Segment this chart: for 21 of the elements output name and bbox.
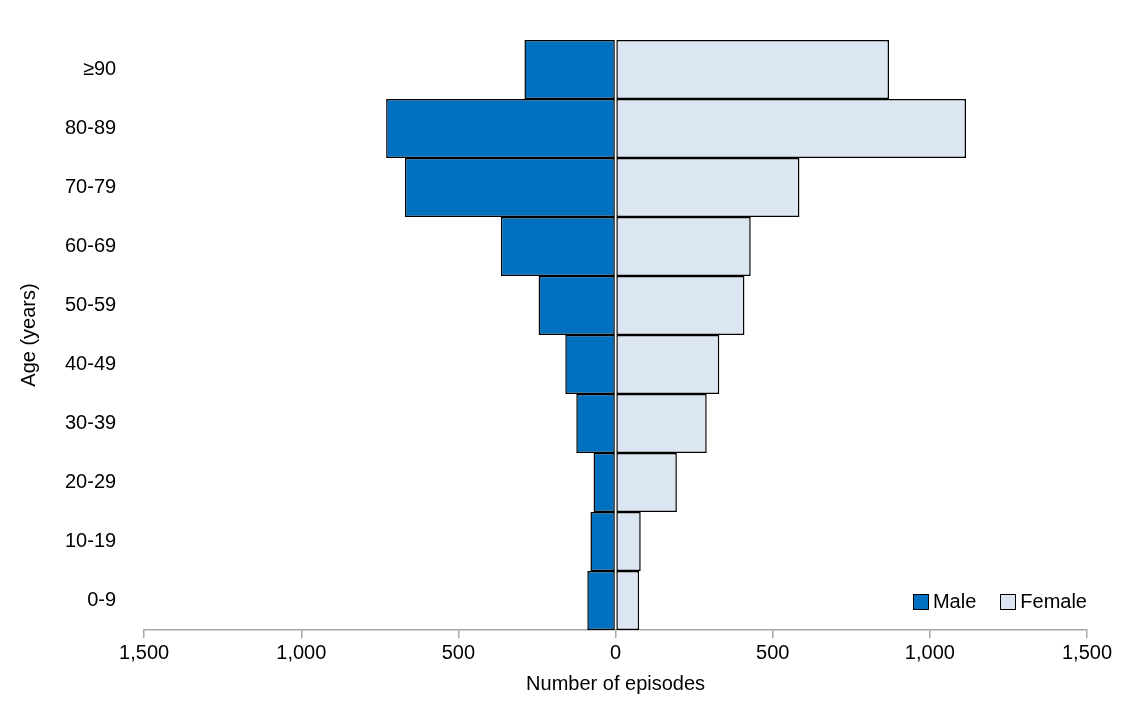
y-tick-label: 60-69	[65, 234, 117, 257]
legend-label: Male	[932, 590, 977, 613]
x-tick-label: 1,000	[276, 640, 327, 663]
y-tick-label: 70-79	[65, 175, 117, 198]
y-axis-title: Age (years)	[16, 283, 39, 387]
legend-label: Female	[1020, 590, 1087, 613]
x-tick-label: 500	[441, 640, 476, 663]
x-axis-title: Number of episodes	[526, 671, 706, 694]
y-tick-label: 40-49	[65, 352, 117, 375]
y-tick-label: 10-19	[65, 529, 117, 552]
y-tick-label: 20-29	[65, 470, 117, 493]
x-tick-label: 1,000	[904, 640, 955, 663]
y-tick-label: 80-89	[65, 116, 117, 139]
y-tick-label: 0-9	[87, 588, 117, 611]
y-tick-label: ≥90	[82, 57, 117, 80]
x-tick-label: 500	[756, 640, 790, 663]
x-tick-label: 1,500	[119, 640, 170, 663]
x-tick-label: 1,500	[1061, 640, 1113, 663]
y-tick-label: 30-39	[65, 411, 117, 434]
x-tick-label: 0	[610, 640, 622, 663]
y-tick-label: 50-59	[65, 293, 117, 316]
